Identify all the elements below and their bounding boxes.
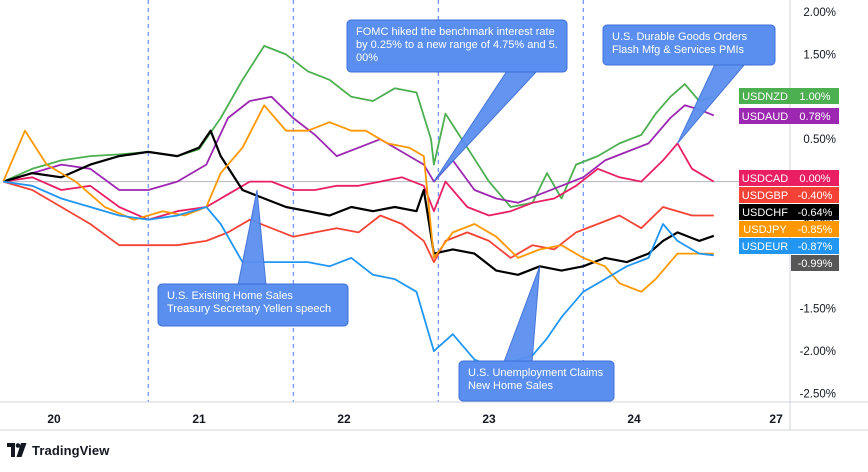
y-tick-label: 1.50% [803,49,836,61]
axis-label-value: -0.99% [798,258,833,270]
brand-name: TradingView [32,442,110,458]
axis-label-value-bg [791,88,839,104]
y-tick-label: -2.00% [800,346,836,358]
axis-label-name-bg [739,204,791,220]
axis-label-name: USDEUR [742,241,789,253]
callout-text: FOMC hiked the benchmark interest rate [356,26,555,38]
y-tick-label: 2.00% [803,7,836,19]
axis-label-value: -0.87% [798,241,833,253]
axis-label-name-bg [739,221,791,237]
axis-label-value: 1.00% [799,91,830,103]
axis-label-name: USDNZD [742,91,788,103]
axis-label-value-bg [791,108,839,124]
axis-label-value-bg [791,238,839,254]
axis-label-value: 0.00% [799,173,830,185]
callout-text: Treasury Secretary Yellen speech [167,303,331,315]
callout-text: Flash Mfg & Services PMIs [612,44,745,56]
axis-label-usdeur: USDEUR -0.87% [739,238,839,254]
callout-text: New Home Sales [468,380,553,392]
x-tick-label: 23 [482,412,496,426]
tradingview-logo-icon [7,443,27,457]
axis-label-name-bg [739,108,791,124]
axis-label-usdjpy: USDJPY -0.85% [739,221,839,237]
axis-label-usdgbp: USDGBP -0.40% [739,187,839,203]
axis-label-value: 0.78% [799,111,830,123]
x-tick-label: 22 [337,412,351,426]
axis-label-name-bg [739,170,791,186]
x-tick-label: 24 [627,412,641,426]
y-tick-label: -2.50% [800,389,836,401]
axis-label-usdcad: USDCAD 0.00% [739,170,839,186]
annotation-callout-1[interactable]: FOMC hiked the benchmark interest rateby… [346,19,568,182]
callout-box [458,360,615,402]
axis-label-usdaud: USDAUD 0.78% [739,108,839,124]
series-line-usdcad[interactable] [3,142,715,221]
callout-pointer [677,63,747,144]
callout-box [157,283,349,327]
x-tick-label: 21 [192,412,206,426]
axis-label-value-bg [791,204,839,220]
axis-label-name-bg [739,238,791,254]
series-line-usdchf[interactable] [2,129,715,276]
callout-text: U.S. Unemployment Claims [468,367,604,379]
axis-label-name: USDJPY [743,224,787,236]
price-axis-labels: USDNZD 1.00%USDAUD 0.78%USDCAD 0.00%USDGBP -… [739,88,839,271]
callout-pointer [433,70,539,182]
axis-label-value: -0.64% [798,207,833,219]
callout-box [602,24,776,66]
series-line-usdjpy[interactable] [2,104,714,293]
axis-label-name: USDGBP [742,190,788,202]
axis-label-name-bg [739,88,791,104]
callout-text: by 0.25% to a new range of 4.75% and 5. [356,39,558,51]
x-tick-label: 27 [769,412,783,426]
callout-pointer [503,266,541,363]
axis-label-name: USDAUD [742,111,789,123]
brand[interactable]: TradingView [7,440,109,460]
y-tick-label: -1.50% [800,304,836,316]
axis-label-value-bg [791,221,839,237]
y-tick-label: 0.50% [803,134,836,146]
callout-text: U.S. Existing Home Sales [167,290,293,302]
axis-label-usdnzd: USDNZD 1.00% [739,88,839,104]
axis-label-value-bg [791,170,839,186]
axis-label-value: -0.85% [798,224,833,236]
axis-label-name-bg [739,187,791,203]
axis-label-name: USDCAD [742,173,789,185]
series-line-usdaud[interactable] [2,95,715,204]
axis-label-value: -0.40% [798,190,833,202]
callout-pointer [237,189,267,286]
callout-text: U.S. Durable Goods Orders [612,31,748,43]
axis-label-name: USDCHF [742,207,788,219]
callout-box [346,19,568,73]
axis-label-usdchf: USDCHF -0.64% [739,204,839,220]
axis-label-value-bg [791,255,839,271]
callout-text: 00% [356,52,378,64]
x-tick-label: 20 [47,412,61,426]
series-line-usdeur[interactable] [3,180,714,370]
annotations: FOMC hiked the benchmark interest rateby… [157,19,776,402]
axis-label-value-bg [791,187,839,203]
axis-label-extra: -0.99% [791,255,839,271]
series-line-usdgbp[interactable] [2,180,714,264]
series-lines[interactable] [2,45,715,370]
